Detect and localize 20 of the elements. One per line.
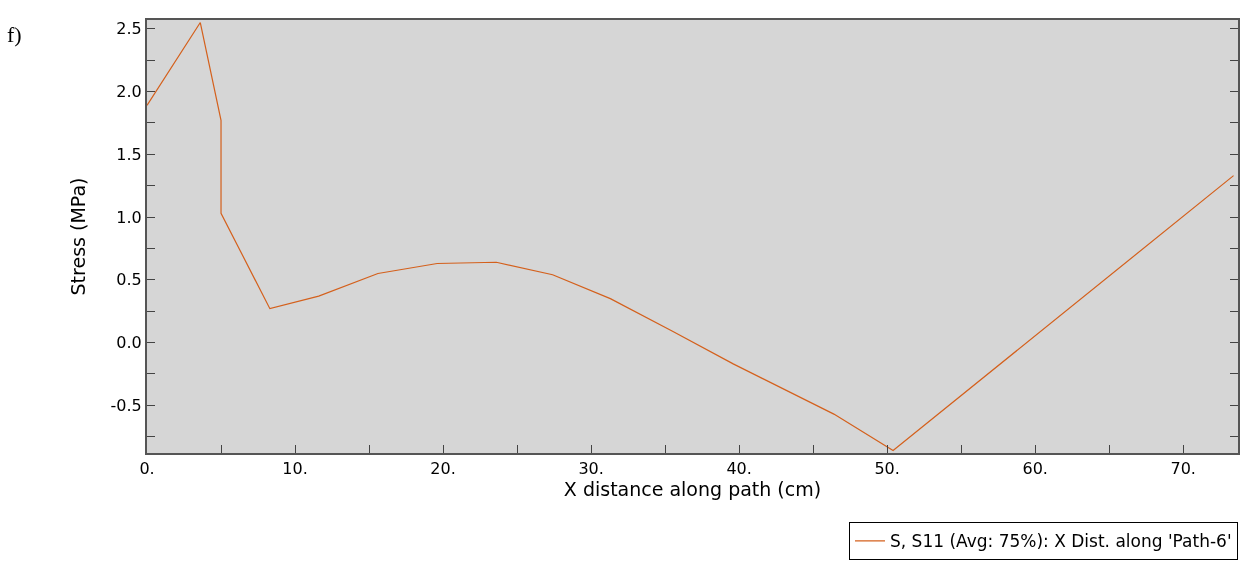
x-tick-label: 0.: [139, 459, 155, 479]
x-tick-label: 10.: [282, 459, 308, 479]
x-axis-title: X distance along path (cm): [563, 478, 822, 501]
y-tick-label: 0.5: [116, 270, 142, 290]
x-tick-label: 60.: [1022, 459, 1048, 479]
legend-label: S, S11 (Avg: 75%): X Dist. along 'Path-6': [890, 531, 1232, 552]
y-tick-label: 0.0: [116, 333, 142, 353]
x-tick-label: 20.: [430, 459, 456, 479]
line-series: [147, 21, 1235, 452]
y-tick-label: 2.0: [116, 82, 142, 102]
y-tick-label: 1.0: [116, 207, 142, 227]
text: f): [7, 22, 22, 47]
x-tick-label: 70.: [1170, 459, 1196, 479]
y-tick-label: 2.5: [116, 19, 142, 39]
x-tick-label: 50.: [874, 459, 900, 479]
y-tick-label: 1.5: [116, 144, 142, 164]
x-tick-label: 40.: [726, 459, 752, 479]
x-tick-label: 30.: [578, 459, 604, 479]
y-tick-label: -0.5: [110, 395, 142, 415]
y-axis-title: Stress (MPa): [66, 177, 89, 296]
